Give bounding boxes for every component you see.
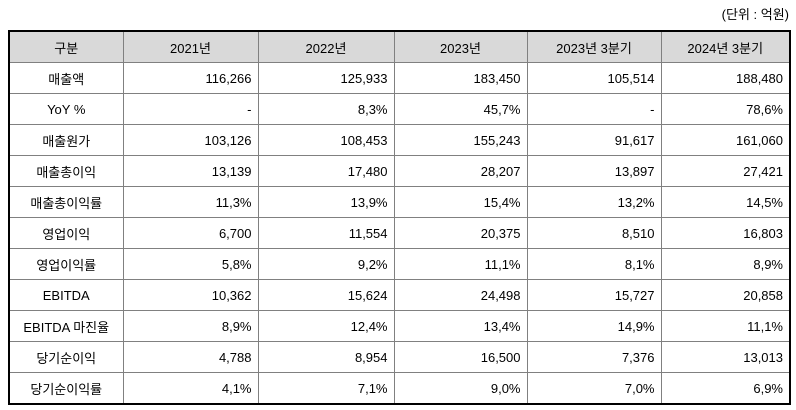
table-row-operating-profit: 영업이익 6,700 11,554 20,375 8,510 16,803 xyxy=(8,217,791,249)
cell: 11,554 xyxy=(257,217,395,249)
cell: 9,0% xyxy=(393,372,528,405)
column-header-2023q3: 2023년 3분기 xyxy=(526,30,662,63)
table-row-operating-margin: 영업이익률 5,8% 9,2% 11,1% 8,1% 8,9% xyxy=(8,248,791,280)
cell: 20,858 xyxy=(660,279,791,311)
cell: 8,9% xyxy=(660,248,791,280)
cell: 13,9% xyxy=(257,186,395,218)
column-header-2021: 2021년 xyxy=(122,30,259,63)
cell: 116,266 xyxy=(122,62,259,94)
cell: 13,4% xyxy=(393,310,528,342)
cell: 103,126 xyxy=(122,124,259,156)
table-header-row: 구분 2021년 2022년 2023년 2023년 3분기 2024년 3분기 xyxy=(8,30,791,63)
cell: - xyxy=(122,93,259,125)
cell: 13,139 xyxy=(122,155,259,187)
cell: 17,480 xyxy=(257,155,395,187)
row-label: EBITDA 마진율 xyxy=(8,310,124,342)
row-label: 매출원가 xyxy=(8,124,124,156)
cell: 16,803 xyxy=(660,217,791,249)
cell: 188,480 xyxy=(660,62,791,94)
table-row-ebitda: EBITDA 10,362 15,624 24,498 15,727 20,85… xyxy=(8,279,791,311)
row-label: 매출액 xyxy=(8,62,124,94)
cell: 8,1% xyxy=(526,248,662,280)
table-row-cogs: 매출원가 103,126 108,453 155,243 91,617 161,… xyxy=(8,124,791,156)
cell: 13,897 xyxy=(526,155,662,187)
cell: 12,4% xyxy=(257,310,395,342)
cell: 13,013 xyxy=(660,341,791,373)
column-header-2024q3: 2024년 3분기 xyxy=(660,30,791,63)
cell: 78,6% xyxy=(660,93,791,125)
table-row-ebitda-margin: EBITDA 마진율 8,9% 12,4% 13,4% 14,9% 11,1% xyxy=(8,310,791,342)
cell: 15,624 xyxy=(257,279,395,311)
row-label: 당기순이익 xyxy=(8,341,124,373)
table-row-yoy: YoY % - 8,3% 45,7% - 78,6% xyxy=(8,93,791,125)
cell: 125,933 xyxy=(257,62,395,94)
cell: 15,4% xyxy=(393,186,528,218)
cell: 105,514 xyxy=(526,62,662,94)
cell: 155,243 xyxy=(393,124,528,156)
cell: 10,362 xyxy=(122,279,259,311)
cell: 9,2% xyxy=(257,248,395,280)
cell: 6,700 xyxy=(122,217,259,249)
row-label: 매출총이익률 xyxy=(8,186,124,218)
cell: 7,0% xyxy=(526,372,662,405)
row-label: 당기순이익률 xyxy=(8,372,124,405)
cell: 11,3% xyxy=(122,186,259,218)
cell: 8,954 xyxy=(257,341,395,373)
financial-summary-table: 구분 2021년 2022년 2023년 2023년 3분기 2024년 3분기… xyxy=(8,30,791,405)
cell: 16,500 xyxy=(393,341,528,373)
cell: 8,3% xyxy=(257,93,395,125)
cell: 8,510 xyxy=(526,217,662,249)
cell: 14,9% xyxy=(526,310,662,342)
table-row-revenue: 매출액 116,266 125,933 183,450 105,514 188,… xyxy=(8,62,791,94)
cell: 13,2% xyxy=(526,186,662,218)
cell: 108,453 xyxy=(257,124,395,156)
cell: - xyxy=(526,93,662,125)
cell: 6,9% xyxy=(660,372,791,405)
cell: 11,1% xyxy=(660,310,791,342)
cell: 27,421 xyxy=(660,155,791,187)
cell: 15,727 xyxy=(526,279,662,311)
row-label: 영업이익률 xyxy=(8,248,124,280)
cell: 4,1% xyxy=(122,372,259,405)
cell: 14,5% xyxy=(660,186,791,218)
cell: 183,450 xyxy=(393,62,528,94)
cell: 45,7% xyxy=(393,93,528,125)
column-header-gubun: 구분 xyxy=(8,30,124,63)
cell: 20,375 xyxy=(393,217,528,249)
row-label: YoY % xyxy=(8,93,124,125)
table-row-gross-margin: 매출총이익률 11,3% 13,9% 15,4% 13,2% 14,5% xyxy=(8,186,791,218)
table-row-net-profit: 당기순이익 4,788 8,954 16,500 7,376 13,013 xyxy=(8,341,791,373)
table-row-gross-profit: 매출총이익 13,139 17,480 28,207 13,897 27,421 xyxy=(8,155,791,187)
cell: 7,1% xyxy=(257,372,395,405)
table-row-net-margin: 당기순이익률 4,1% 7,1% 9,0% 7,0% 6,9% xyxy=(8,372,791,405)
row-label: 영업이익 xyxy=(8,217,124,249)
cell: 91,617 xyxy=(526,124,662,156)
row-label: EBITDA xyxy=(8,279,124,311)
cell: 11,1% xyxy=(393,248,528,280)
cell: 28,207 xyxy=(393,155,528,187)
cell: 24,498 xyxy=(393,279,528,311)
column-header-2022: 2022년 xyxy=(257,30,395,63)
cell: 8,9% xyxy=(122,310,259,342)
row-label: 매출총이익 xyxy=(8,155,124,187)
cell: 4,788 xyxy=(122,341,259,373)
unit-label: (단위 : 억원) xyxy=(721,7,789,22)
cell: 7,376 xyxy=(526,341,662,373)
cell: 161,060 xyxy=(660,124,791,156)
column-header-2023: 2023년 xyxy=(393,30,528,63)
cell: 5,8% xyxy=(122,248,259,280)
